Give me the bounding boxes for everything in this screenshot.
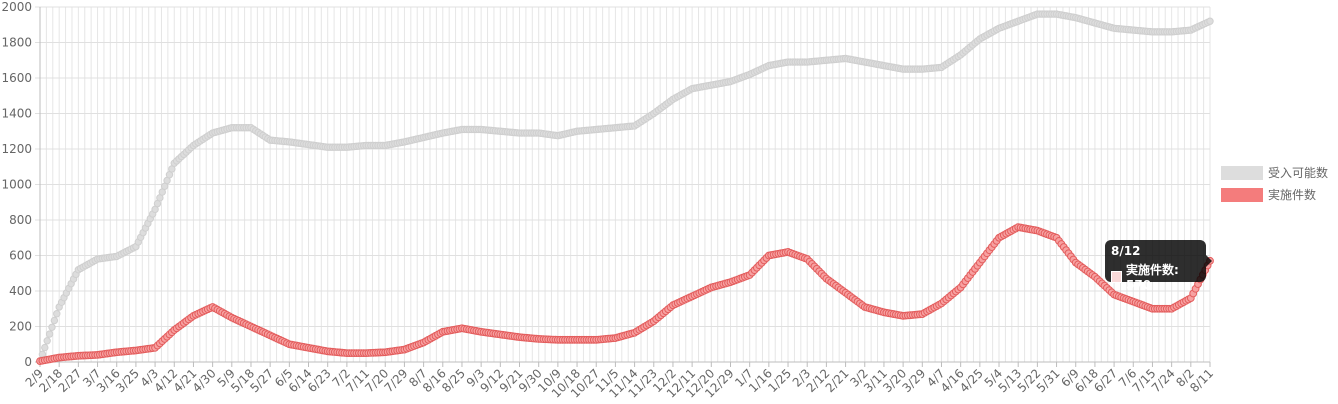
data-point-receivable — [48, 323, 56, 331]
legend-item-receivable[interactable]: 受入可能数 — [1221, 165, 1328, 181]
y-tick-label: 200 — [9, 320, 32, 334]
legend-swatch-performed — [1221, 188, 1263, 202]
tooltip-row: 実施件数: 570 — [1111, 261, 1200, 292]
legend-label-receivable: 受入可能数 — [1268, 166, 1329, 180]
y-tick-label: 0 — [24, 355, 32, 369]
y-tick-label: 1600 — [1, 71, 32, 85]
y-tick-label: 800 — [9, 213, 32, 227]
y-tick-label: 1200 — [1, 142, 32, 156]
tooltip-label: 実施件数: 570 — [1126, 263, 1179, 292]
data-point-receivable — [45, 330, 54, 338]
tooltip: 8/12 実施件数: 570 — [1105, 240, 1212, 292]
tooltip-swatch — [1111, 270, 1123, 283]
legend-item-performed[interactable]: 実施件数 — [1221, 187, 1328, 203]
data-point-receivable — [41, 343, 49, 352]
legend: 受入可能数 実施件数 — [1221, 165, 1328, 209]
legend-label-performed: 実施件数 — [1268, 188, 1317, 202]
data-point-receivable — [50, 316, 59, 325]
y-tick-label: 1800 — [1, 36, 32, 50]
tooltip-title: 8/12 — [1111, 244, 1141, 258]
y-tick-label: 400 — [9, 284, 32, 298]
y-tick-label: 1400 — [1, 107, 32, 121]
y-tick-label: 2000 — [1, 0, 32, 14]
x-tick-label: 8/11 — [1187, 366, 1216, 395]
y-tick-label: 600 — [9, 249, 32, 263]
data-point-receivable — [43, 337, 51, 345]
legend-swatch-receivable — [1221, 166, 1263, 180]
data-point-receivable — [53, 310, 61, 318]
y-tick-label: 1000 — [1, 178, 32, 192]
series-line-performed — [39, 226, 1211, 363]
data-point-receivable — [1206, 17, 1214, 25]
